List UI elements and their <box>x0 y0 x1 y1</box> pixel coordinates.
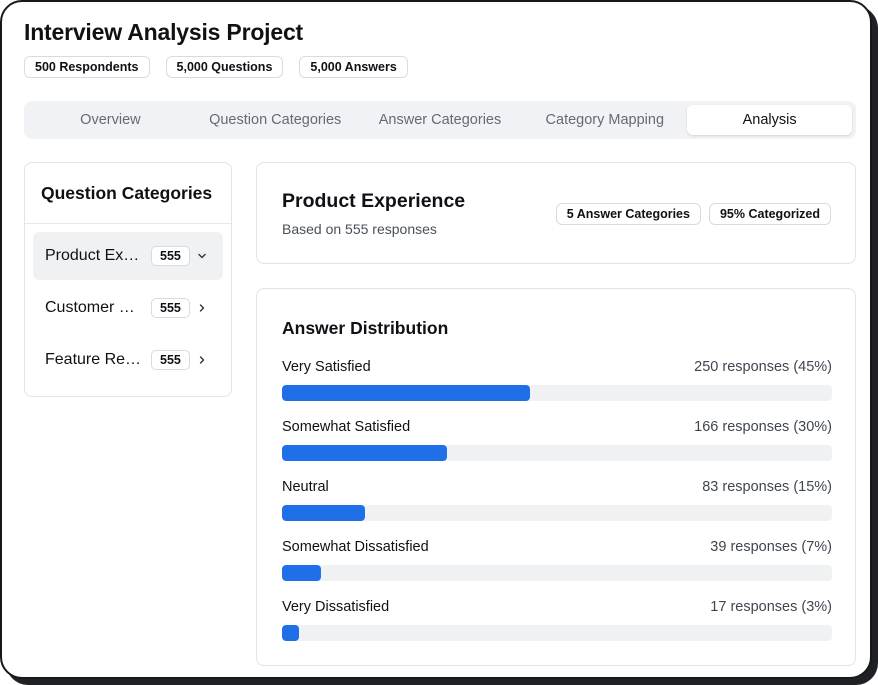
progress-track <box>282 445 832 461</box>
summary-badges: 5 Answer Categories 95% Categorized <box>555 203 831 225</box>
tab-overview[interactable]: Overview <box>80 112 141 128</box>
category-list: Product Experience 555 Customer Service … <box>25 224 231 396</box>
sidebar-item-feature-requests[interactable]: Feature Requests 555 <box>33 336 223 384</box>
distribution-row: Very Dissatisfied 17 responses (3%) <box>282 599 832 659</box>
row-value: 39 responses (7%) <box>710 539 832 555</box>
row-value: 250 responses (45%) <box>694 359 832 375</box>
tab-category-mapping[interactable]: Category Mapping <box>545 112 665 128</box>
progress-fill <box>282 565 321 581</box>
chevron-right-icon <box>197 302 207 314</box>
row-label: Somewhat Satisfied <box>282 419 411 435</box>
category-title: Product Experience <box>282 190 466 212</box>
questions-badge: 5,000 Questions <box>165 56 284 78</box>
chevron-right-icon <box>197 354 207 366</box>
row-value: 83 responses (15%) <box>702 479 832 495</box>
count-badge: 555 <box>151 350 190 370</box>
distribution-row: Very Satisfied 250 responses (45%) <box>282 359 832 419</box>
tab-question-categories[interactable]: Question Categories <box>209 112 342 128</box>
progress-track <box>282 385 832 401</box>
panel-title: Question Categories <box>25 163 231 224</box>
row-value: 17 responses (3%) <box>710 599 832 615</box>
progress-track <box>282 565 832 581</box>
distribution-row: Neutral 83 responses (15%) <box>282 479 832 539</box>
page-title: Interview Analysis Project <box>24 19 304 45</box>
answer-categories-badge: 5 Answer Categories <box>555 203 701 225</box>
sidebar-item-label: Feature Requests <box>45 351 143 368</box>
row-label: Somewhat Dissatisfied <box>282 539 429 555</box>
tab-answer-categories[interactable]: Answer Categories <box>378 112 502 128</box>
distribution-rows: Very Satisfied 250 responses (45%) Somew… <box>282 359 832 659</box>
distribution-row: Somewhat Dissatisfied 39 responses (7%) <box>282 539 832 599</box>
respondents-badge: 500 Respondents <box>24 56 150 78</box>
row-label: Very Dissatisfied <box>282 599 390 615</box>
chevron-down-icon <box>197 250 207 262</box>
sidebar-item-label: Product Experience <box>45 247 143 264</box>
sidebar-item-product-experience[interactable]: Product Experience 555 <box>33 232 223 280</box>
answers-badge: 5,000 Answers <box>299 56 408 78</box>
progress-fill <box>282 445 447 461</box>
categorized-badge: 95% Categorized <box>708 203 831 225</box>
count-badge: 555 <box>151 246 190 266</box>
progress-fill <box>282 505 365 521</box>
progress-track <box>282 505 832 521</box>
row-label: Neutral <box>282 479 329 495</box>
project-stats: 500 Respondents 5,000 Questions 5,000 An… <box>24 56 408 78</box>
distribution-title: Answer Distribution <box>282 318 449 338</box>
row-value: 166 responses (30%) <box>694 419 832 435</box>
answer-distribution-card: Answer Distribution Very Satisfied 250 r… <box>256 288 856 666</box>
sidebar-item-customer-service[interactable]: Customer Service 555 <box>33 284 223 332</box>
sidebar-item-label: Customer Service <box>45 299 143 316</box>
category-subtitle: Based on 555 responses <box>282 221 437 237</box>
progress-fill <box>282 625 299 641</box>
category-summary-card: Product Experience Based on 555 response… <box>256 162 856 264</box>
progress-fill <box>282 385 530 401</box>
count-badge: 555 <box>151 298 190 318</box>
row-label: Very Satisfied <box>282 359 371 375</box>
tab-analysis[interactable]: Analysis <box>687 105 852 135</box>
distribution-row: Somewhat Satisfied 166 responses (30%) <box>282 419 832 479</box>
progress-track <box>282 625 832 641</box>
tab-bar: Overview Question Categories Answer Cate… <box>24 101 856 139</box>
question-categories-panel: Question Categories Product Experience 5… <box>24 162 232 397</box>
